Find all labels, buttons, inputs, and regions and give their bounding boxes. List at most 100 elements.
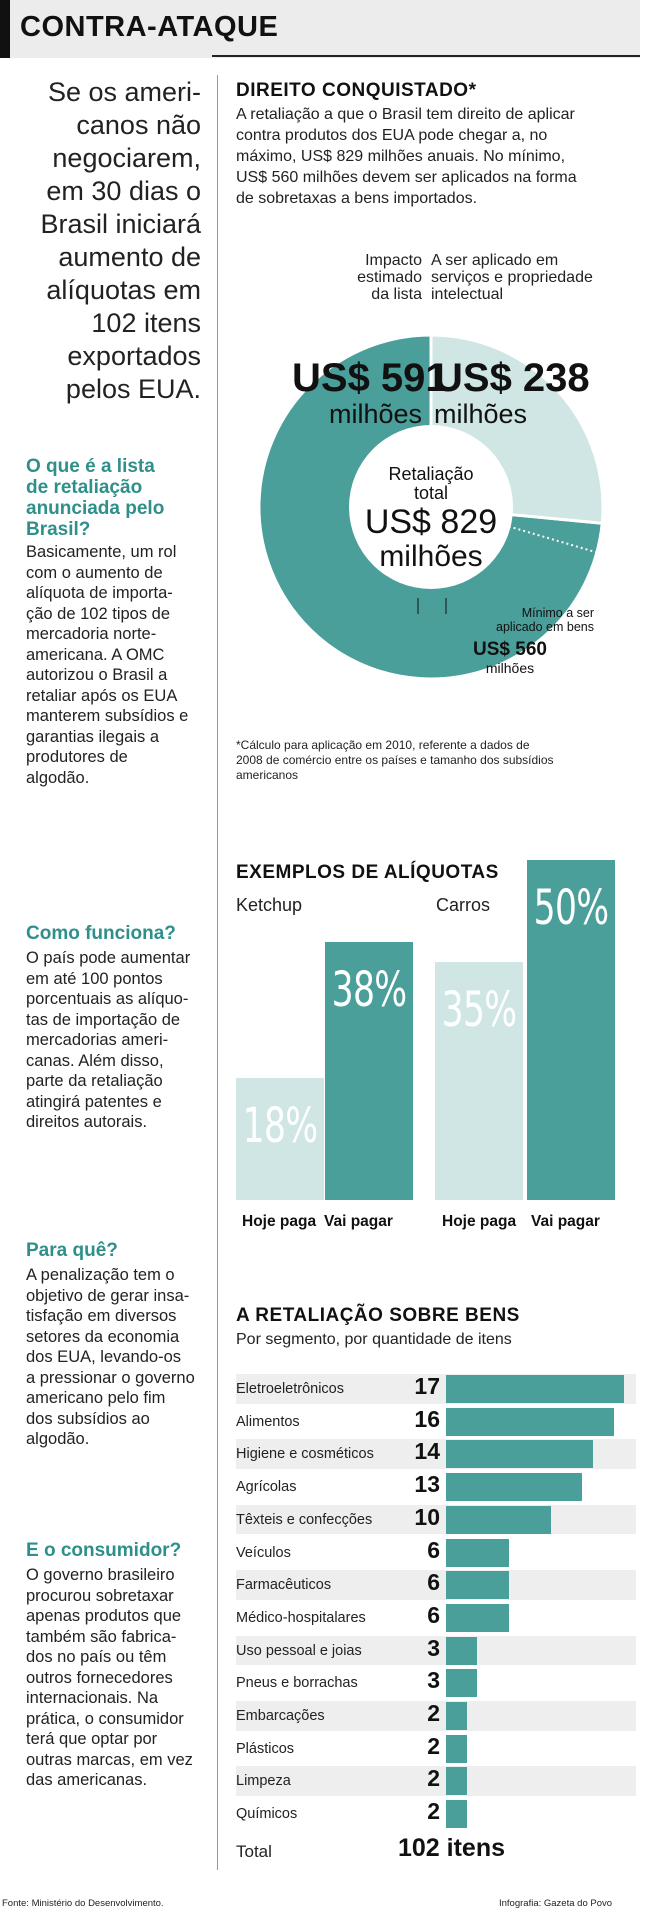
- pie-center-label: Retaliação total US$ 829 milhões: [351, 465, 511, 573]
- chart-category-label: Químicos: [236, 1806, 298, 1823]
- center-label-line: total: [413, 483, 449, 503]
- body-line: procurou sobretaxar: [26, 1586, 174, 1605]
- page-title: CONTRA-ATAQUE: [20, 11, 279, 43]
- lead-line: negociarem,: [52, 143, 201, 173]
- chart-bar: [446, 1505, 551, 1534]
- label-line: serviços e propriedade: [431, 269, 593, 286]
- value-560: US$ 560: [473, 639, 547, 660]
- chart-value-label: 13: [414, 1471, 440, 1498]
- chart-category-label: Agrícolas: [236, 1479, 297, 1496]
- minimo-line: aplicado em bens: [496, 620, 594, 634]
- chart-category-label: Médico-hospitalares: [236, 1609, 366, 1626]
- label-line: A ser aplicado em: [431, 252, 559, 269]
- chart-category-label: Têxteis e confecções: [236, 1511, 373, 1528]
- lead-line: aumento de: [58, 242, 201, 272]
- caption-vai-pagar: Vai pagar: [324, 1213, 393, 1230]
- chart-row-band: [236, 1766, 636, 1797]
- body-line: Basicamente, um rol: [26, 543, 177, 561]
- chart-value-label: 10: [414, 1503, 440, 1530]
- chart-value-label: 6: [427, 1601, 440, 1628]
- section-body: O governo brasileiro procurou sobretaxar…: [26, 1565, 216, 1791]
- chart-category-label: Uso pessoal e joias: [236, 1642, 362, 1659]
- caption-hoje-paga: Hoje paga: [442, 1213, 517, 1230]
- minimo-dotted-line: [503, 524, 603, 555]
- aliquota-bar-hoje: [435, 962, 523, 1200]
- minimo-line: Mínimo a ser: [521, 606, 594, 620]
- chart-value-label: 16: [414, 1405, 440, 1432]
- text-line: de sobretaxas a bens importados.: [236, 190, 478, 207]
- body-line: retaliar após os EUA: [26, 686, 178, 705]
- body-line: parte da retaliação: [26, 1072, 163, 1090]
- retaliacao-title: A RETALIAÇÃO SOBRE BENS: [236, 1305, 520, 1326]
- section-title-line: O que é a lista: [26, 456, 155, 477]
- body-line: manterem subsídios e: [26, 707, 189, 725]
- chart-bar: [446, 1440, 593, 1469]
- chart-bar: [446, 1571, 509, 1600]
- chart-value-label: 2: [427, 1798, 440, 1825]
- chart-bar: [446, 1407, 614, 1436]
- body-line: objetivo de gerar insa-: [26, 1286, 190, 1305]
- section-title-line: Brasil?: [26, 519, 91, 540]
- section-body: Basicamente, um rol com o aumento de alí…: [26, 542, 216, 788]
- body-line: porcentuais as alíquo-: [26, 990, 189, 1008]
- footnote-line: 2008 de comércio entre os países e taman…: [236, 753, 554, 767]
- chart-category-label: Farmacêuticos: [236, 1577, 332, 1594]
- section-como-funciona: Como funciona? O país pode aumentar em a…: [26, 923, 216, 1133]
- chart-category-label: Eletroeletrônicos: [236, 1381, 344, 1397]
- chart-value-label: 2: [427, 1700, 440, 1726]
- section-title-line: anunciada pelo: [26, 498, 165, 519]
- body-line: garantias ilegais a: [26, 727, 159, 746]
- body-line: direitos autorais.: [26, 1113, 148, 1131]
- aliquota-bar-vai: [527, 860, 615, 1200]
- body-line: prática, o consumidor: [26, 1709, 184, 1728]
- body-line: americana. A OMC: [26, 645, 165, 664]
- body-line: também são fabrica-: [26, 1627, 177, 1646]
- chart-bar: [446, 1702, 467, 1730]
- aliquota-bar-vai: [325, 942, 413, 1200]
- body-line: outras marcas, em vez: [26, 1750, 193, 1769]
- direito-text: A retaliação a que o Brasil tem direito …: [236, 104, 636, 209]
- section-lista: O que é a lista de retaliação anunciada …: [26, 456, 216, 788]
- chart-value-label: 17: [414, 1373, 440, 1399]
- lead-line: Brasil iniciará: [40, 209, 201, 239]
- label-impacto: Impacto estimado da lista: [330, 252, 422, 303]
- section-body: A penalização tem o objetivo de gerar in…: [26, 1265, 216, 1450]
- chart-bar: [446, 1375, 624, 1403]
- chart-bar: [446, 1669, 477, 1698]
- chart-bar: [446, 1636, 477, 1665]
- body-line: algodão.: [26, 1430, 90, 1448]
- lead-line: alíquotas em: [46, 275, 201, 305]
- text-line: A retaliação a que o Brasil tem direito …: [236, 106, 575, 123]
- chart-value-label: 2: [427, 1732, 440, 1759]
- section-title: E o consumidor?: [26, 1540, 182, 1561]
- source-credit: Fonte: Ministério do Desenvolvimento.: [2, 1898, 164, 1909]
- label-minimo: Mínimo a ser aplicado em bens: [444, 606, 594, 634]
- label-238: US$ 238 milhões: [434, 357, 590, 429]
- caption-hoje-paga: Hoje paga: [242, 1213, 317, 1230]
- chart-value-label: 6: [427, 1536, 440, 1563]
- body-line: algodão.: [26, 768, 90, 787]
- chart-value-label: 6: [427, 1569, 440, 1596]
- text-line: máximo, US$ 829 milhões anuais. No mínim…: [236, 148, 566, 165]
- chart-bar: [446, 1473, 582, 1502]
- chart-row-band: [236, 1602, 636, 1633]
- group-carros-label: Carros: [436, 895, 491, 915]
- total-value: 102 itens: [398, 1834, 506, 1862]
- text-line: contra produtos dos EUA pode chegar a, n…: [236, 127, 548, 144]
- body-line: com o aumento de: [26, 563, 163, 582]
- exemplos-title: EXEMPLOS DE ALÍQUOTAS: [236, 862, 499, 883]
- body-line: em até 100 pontos: [26, 969, 163, 988]
- lead-line: pelos EUA.: [65, 374, 201, 404]
- body-line: das americanas.: [26, 1771, 148, 1789]
- retaliation-pie: [257, 333, 605, 681]
- aliquota-pct-label: 18%: [242, 1098, 318, 1154]
- body-line: apenas produtos que: [26, 1607, 182, 1625]
- lead-line: 102 itens: [91, 308, 201, 338]
- chart-bar: [446, 1800, 467, 1829]
- label-line: da lista: [371, 286, 422, 303]
- direito-footnote: *Cálculo para aplicação em 2010, referen…: [236, 738, 636, 783]
- footnote-line: americanos: [236, 768, 299, 782]
- chart-value-label: 2: [427, 1765, 440, 1792]
- chart-category-label: Embarcações: [236, 1708, 325, 1724]
- label-560: US$ 560 milhões: [470, 639, 550, 677]
